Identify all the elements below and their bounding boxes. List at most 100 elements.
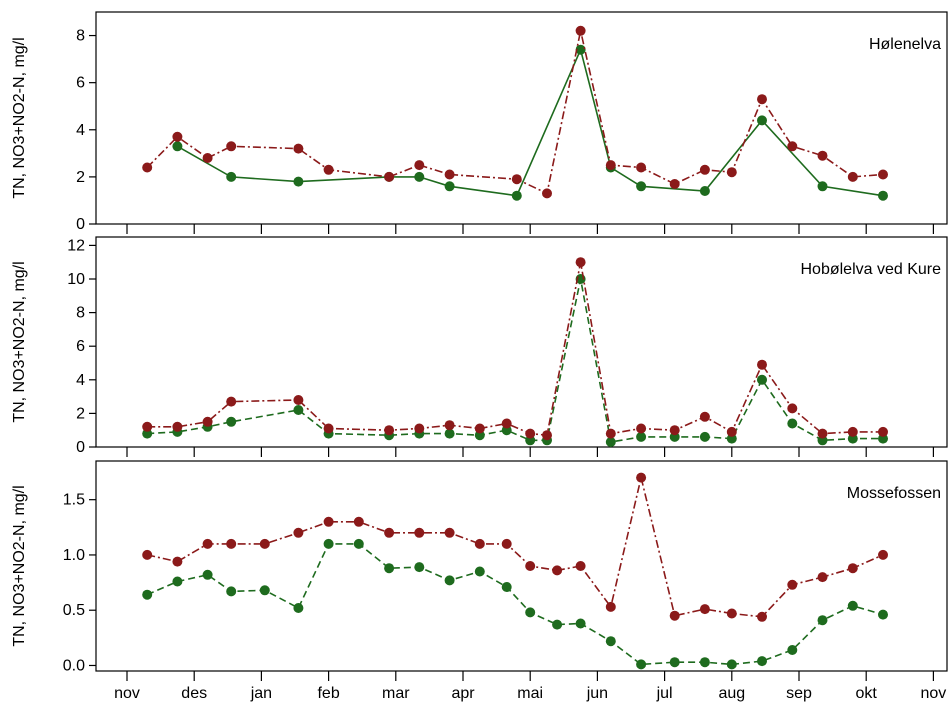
data-point (293, 603, 304, 613)
panel-frame (95, 11, 948, 225)
data-point (226, 141, 237, 152)
data-point (384, 563, 395, 574)
data-point (501, 538, 512, 549)
data-point (787, 418, 798, 429)
y-tick-label: 0.5 (63, 602, 85, 619)
data-point (414, 171, 425, 182)
data-point (172, 131, 183, 142)
data-point (293, 527, 304, 538)
data-point (293, 395, 304, 405)
series-no3-no2-n (172, 44, 888, 201)
data-point (787, 403, 798, 414)
y-tick-label: 8 (76, 305, 85, 322)
data-point (525, 607, 536, 618)
data-point (384, 425, 395, 436)
data-point (699, 604, 710, 615)
data-point (575, 561, 586, 571)
data-point (525, 561, 536, 571)
data-point (847, 600, 858, 611)
data-point (444, 575, 455, 586)
data-point (323, 423, 334, 434)
y-tick-label: 6 (76, 75, 85, 92)
x-tick-label-mai: mai (517, 685, 543, 702)
x-tick-label-nov: nov (921, 685, 947, 702)
data-point (636, 472, 647, 483)
x-tick-label-aug: aug (718, 685, 745, 702)
data-point (669, 179, 680, 189)
data-point (259, 585, 270, 596)
data-point (878, 169, 888, 180)
data-point (444, 428, 455, 439)
data-point (757, 115, 767, 126)
data-point (501, 582, 512, 592)
x-tick-label-jan: jan (250, 685, 272, 702)
data-point (414, 160, 425, 171)
data-point (817, 572, 828, 583)
x-tick-label-des: des (181, 685, 207, 702)
data-point (474, 538, 485, 549)
data-point (542, 188, 552, 199)
data-point (757, 359, 767, 370)
data-point (847, 171, 858, 182)
data-point (726, 167, 737, 178)
data-point (511, 190, 522, 201)
data-point (552, 565, 563, 576)
data-point (605, 601, 616, 612)
x-tick-label-sep: sep (786, 685, 812, 702)
y-tick-label: 12 (67, 237, 85, 254)
y-tick-label: 1.0 (63, 547, 85, 564)
series-line (147, 278, 883, 443)
data-point (444, 527, 455, 538)
y-tick-label: 10 (67, 271, 85, 288)
y-tick-label: 6 (76, 338, 85, 355)
x-tick-label-jul: jul (656, 685, 673, 702)
data-point (878, 609, 888, 620)
data-point (636, 162, 647, 173)
data-point (552, 619, 563, 630)
y-tick-label: 8 (76, 28, 85, 45)
panel-title: Mossefossen (847, 485, 941, 502)
y-tick-label: 2 (76, 405, 85, 422)
data-point (787, 645, 798, 655)
data-point (699, 431, 710, 442)
data-point (226, 416, 237, 427)
panel-2: 0 2 4 6 8 10 12 TN, NO3+NO2-N, mg/l Hobølelva ve… (11, 236, 948, 457)
data-point (202, 569, 213, 580)
data-point (202, 416, 213, 427)
y-tick-label: 2 (76, 169, 85, 186)
data-point (699, 411, 710, 422)
data-point (142, 421, 153, 432)
series-line (147, 477, 884, 618)
series-tn (142, 25, 888, 199)
y-axis-label: TN, NO3+NO2-N, mg/l (11, 261, 28, 422)
data-point (172, 421, 183, 432)
data-point (605, 160, 616, 171)
data-point (323, 516, 334, 527)
data-point (878, 426, 888, 437)
data-point (757, 611, 767, 622)
series-line (147, 262, 883, 437)
data-point (501, 418, 512, 429)
data-point (172, 576, 183, 587)
data-point (142, 589, 153, 600)
data-point (669, 425, 680, 436)
data-point (757, 374, 767, 385)
data-point (817, 181, 828, 192)
data-point (172, 556, 183, 567)
data-point (699, 657, 710, 668)
data-point (575, 25, 586, 36)
data-point (817, 150, 828, 161)
data-point (474, 423, 485, 434)
data-point (226, 538, 237, 549)
data-point (726, 659, 737, 670)
data-point (669, 657, 680, 668)
x-tick-label-mar: mar (382, 685, 410, 702)
data-point (636, 423, 647, 434)
data-point (542, 430, 552, 441)
data-point (757, 656, 767, 667)
data-point (323, 164, 334, 175)
data-point (699, 186, 710, 196)
series-no3-no2-n (142, 538, 888, 670)
data-point (202, 153, 213, 163)
y-tick-label: 0 (76, 216, 85, 233)
